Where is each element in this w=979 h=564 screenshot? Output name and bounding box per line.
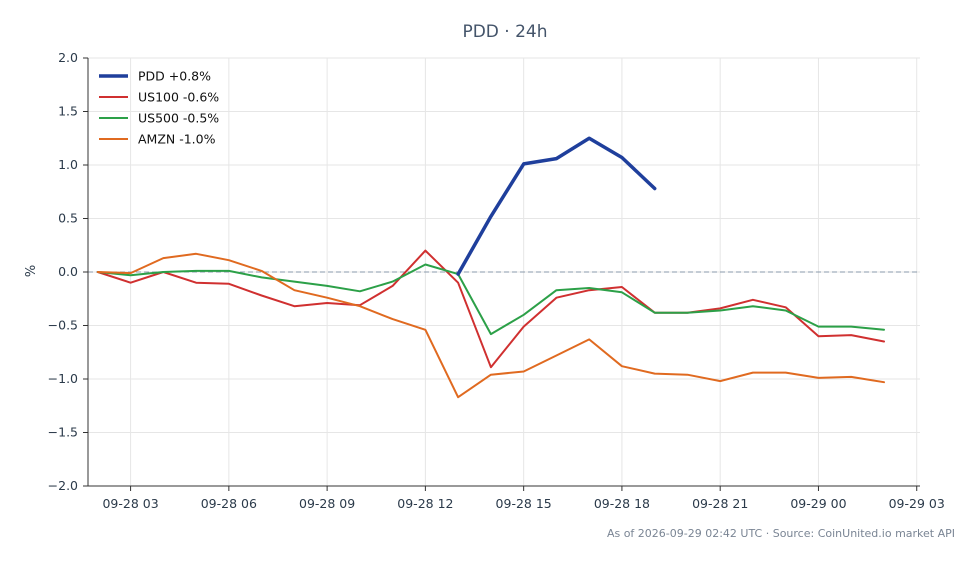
y-tick-label: 0.0 bbox=[58, 264, 78, 279]
x-tick-label: 09-28 06 bbox=[201, 496, 257, 511]
y-tick-label: 0.5 bbox=[58, 211, 78, 226]
y-tick-label: −1.0 bbox=[48, 371, 78, 386]
series-lines bbox=[96, 136, 885, 399]
series-line-us500 bbox=[96, 263, 885, 336]
y-tick-label: 2.0 bbox=[58, 50, 78, 65]
x-tick-labels: 09-28 03 09-28 06 09-28 09 09-28 12 09-28 15… bbox=[102, 496, 944, 511]
y-tick-label: −2.0 bbox=[48, 478, 78, 493]
footer-source-note: As of 2026-09-29 02:42 UTC · Source: Coi… bbox=[607, 527, 955, 540]
legend-label-us100: US100 -0.6% bbox=[138, 90, 219, 105]
y-tick-label: 1.0 bbox=[58, 157, 78, 172]
x-tick-label: 09-28 18 bbox=[594, 496, 650, 511]
series-line-us100 bbox=[96, 249, 885, 369]
x-tick-label: 09-28 21 bbox=[692, 496, 748, 511]
series-line-amzn bbox=[96, 252, 885, 399]
y-axis-label: % bbox=[24, 265, 39, 277]
y-tick-label: −0.5 bbox=[48, 318, 78, 333]
series-line-pdd bbox=[456, 136, 657, 276]
y-tick-labels: 2.0 1.5 1.0 0.5 0.0 −0.5 −1.0 −1.5 −2.0 bbox=[48, 50, 78, 493]
legend-label-amzn: AMZN -1.0% bbox=[138, 132, 216, 147]
axes bbox=[83, 57, 920, 491]
x-tick-label: 09-29 03 bbox=[889, 496, 945, 511]
legend: PDD +0.8% US100 -0.6% US500 -0.5% AMZN -1.0… bbox=[99, 69, 219, 147]
x-tick-label: 09-28 15 bbox=[496, 496, 552, 511]
chart-title: PDD · 24h bbox=[462, 22, 547, 42]
x-tick-label: 09-28 03 bbox=[102, 496, 158, 511]
x-tick-label: 09-28 12 bbox=[397, 496, 453, 511]
y-tick-label: −1.5 bbox=[48, 425, 78, 440]
y-tick-label: 1.5 bbox=[58, 104, 78, 119]
legend-label-us500: US500 -0.5% bbox=[138, 111, 219, 126]
x-tick-label: 09-28 09 bbox=[299, 496, 355, 511]
legend-label-pdd: PDD +0.8% bbox=[138, 69, 211, 84]
x-tick-label: 09-29 00 bbox=[790, 496, 846, 511]
